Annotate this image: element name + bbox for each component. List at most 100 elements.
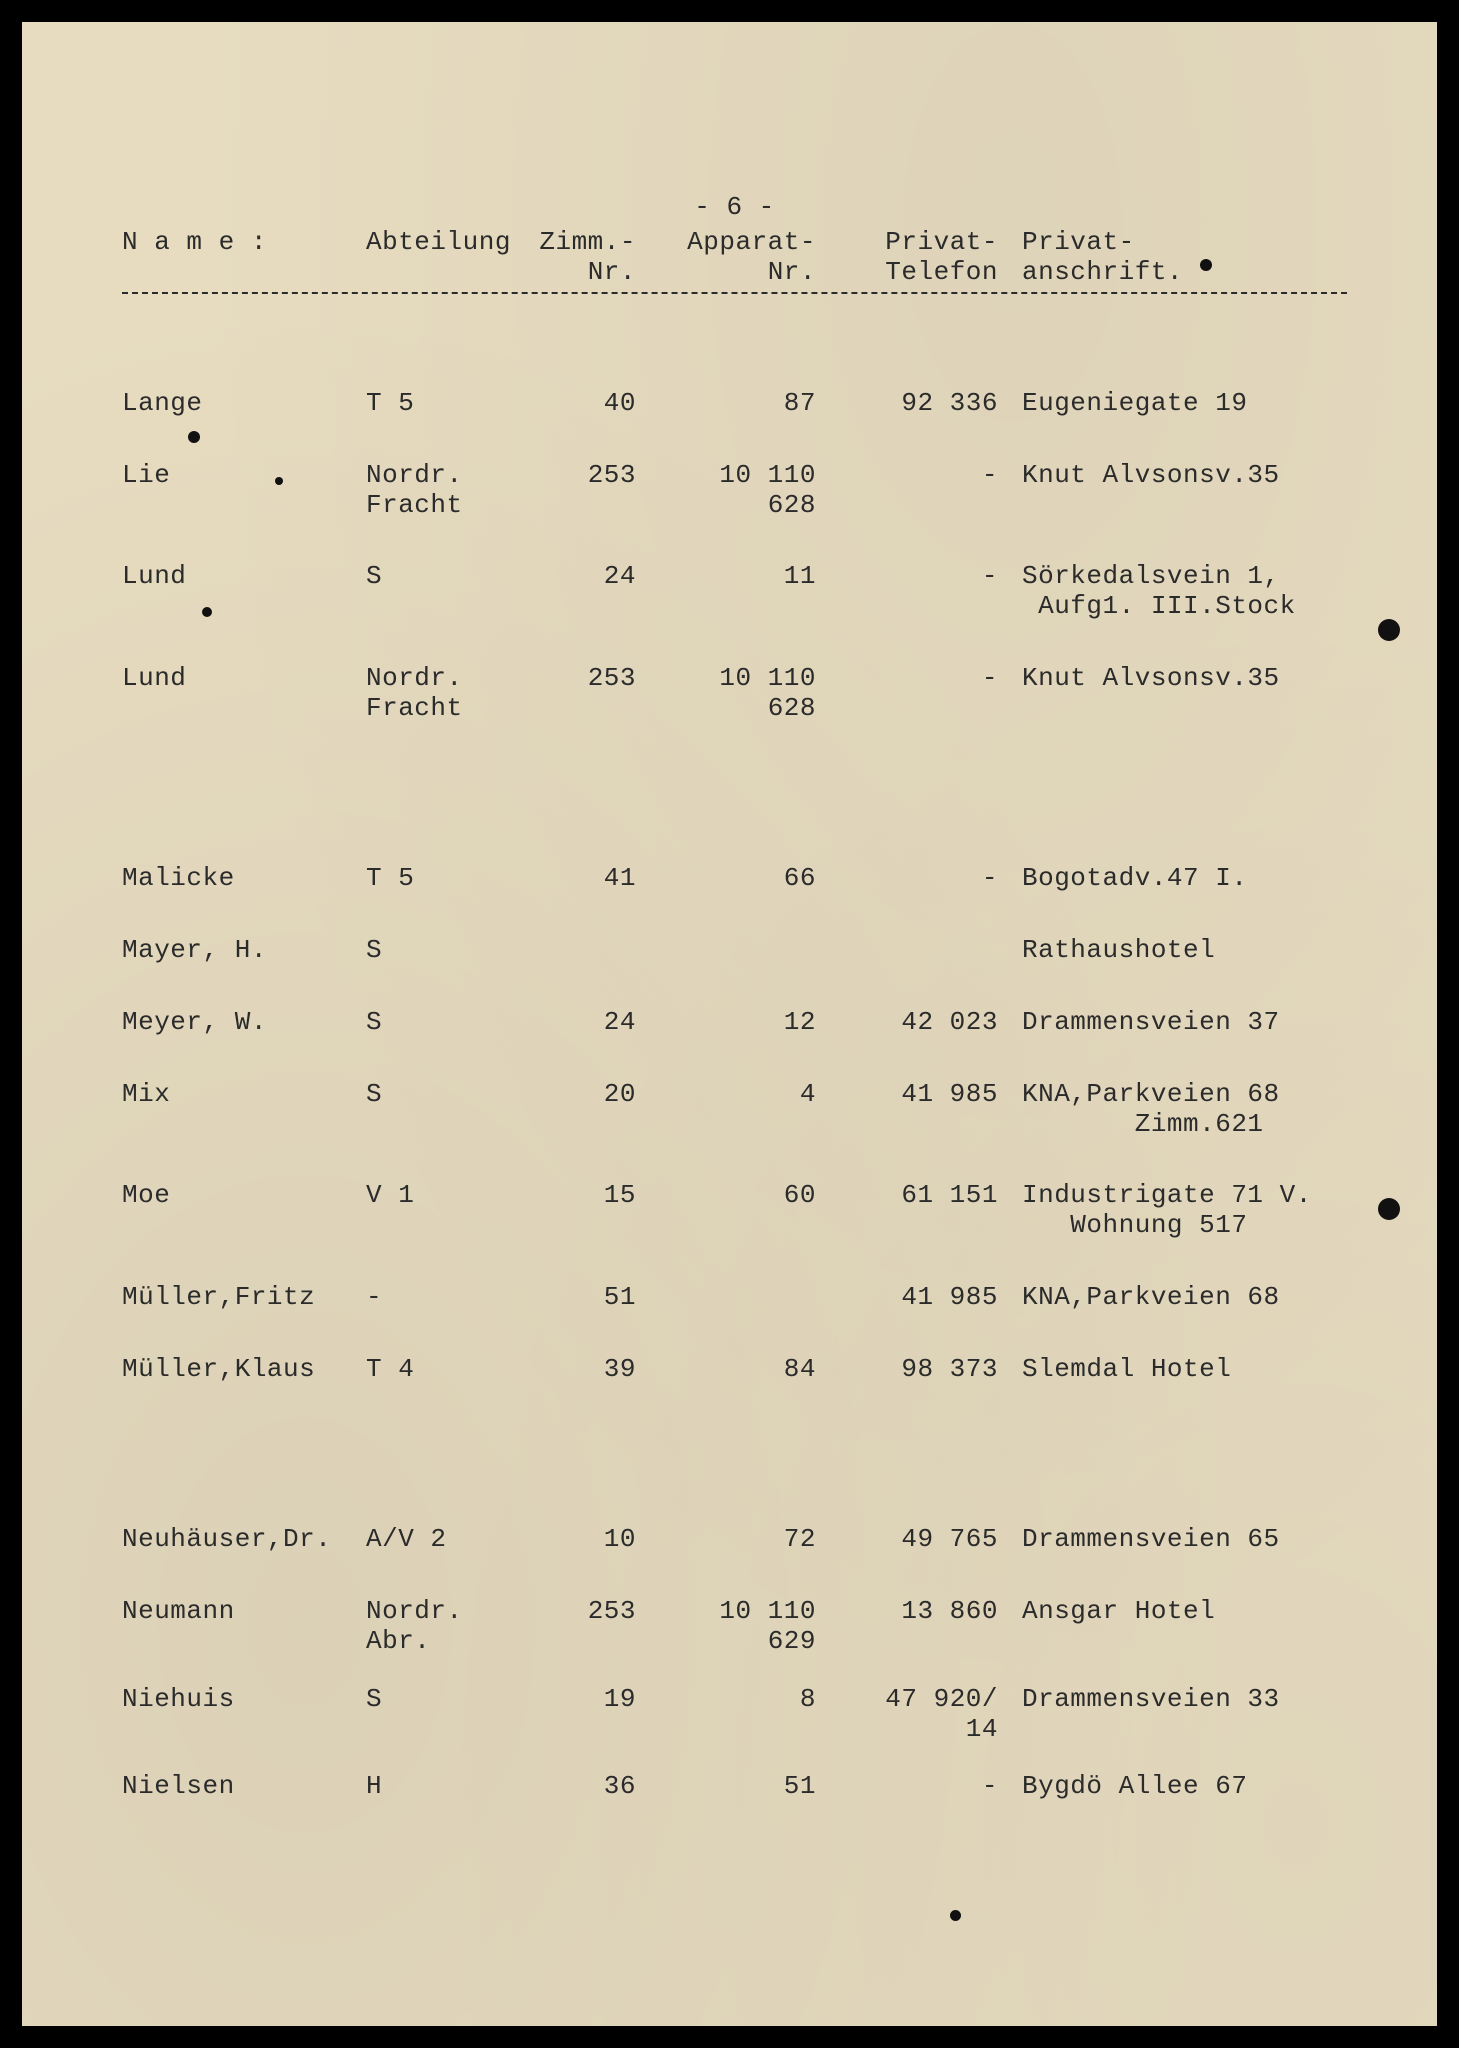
cell-apparat: 84: [674, 1355, 844, 1385]
cell-zimm: 24: [530, 562, 670, 592]
cell-name: Niehuis: [122, 1685, 342, 1715]
cell-apparat: 10 110 628: [674, 461, 844, 521]
cell-telefon: 92 336: [848, 389, 1018, 419]
cell-anschrift: Knut Alvsonsv.35: [1022, 461, 1347, 491]
cell-telefon: -: [848, 664, 1018, 694]
cell-telefon: 49 765: [848, 1525, 1018, 1555]
document-page: - 6 - N a m e : Abteilung Zimm.- Nr. App…: [22, 22, 1437, 2026]
table-row: NeumannNordr. Abr.25310 110 62913 860Ans…: [122, 1597, 1347, 1657]
cell-abteilung: S: [346, 1008, 526, 1038]
cell-zimm: 19: [530, 1685, 670, 1715]
cell-apparat: 72: [674, 1525, 844, 1555]
page-number: - 6 -: [122, 192, 1347, 222]
cell-anschrift: Eugeniegate 19: [1022, 389, 1347, 419]
cell-name: Lund: [122, 664, 342, 694]
cell-zimm: 253: [530, 461, 670, 491]
cell-zimm: 36: [530, 1772, 670, 1802]
cell-name: Malicke: [122, 864, 342, 894]
cell-abteilung: A/V 2: [346, 1525, 526, 1555]
row-spacer: [122, 520, 1347, 562]
table-row: MoeV 1156061 151Industrigate 71 V. Wohnu…: [122, 1181, 1347, 1241]
cell-anschrift: Industrigate 71 V. Wohnung 517: [1022, 1181, 1347, 1241]
cell-anschrift: KNA,Parkveien 68 Zimm.621: [1022, 1080, 1347, 1140]
cell-zimm: 24: [530, 1008, 670, 1038]
cell-name: Neumann: [122, 1597, 342, 1627]
cell-anschrift: Drammensveien 37: [1022, 1008, 1347, 1038]
cell-name: Lange: [122, 389, 342, 419]
cell-name: Moe: [122, 1181, 342, 1211]
table-row: MixS20441 985KNA,Parkveien 68 Zimm.621: [122, 1080, 1347, 1140]
cell-name: Lie: [122, 461, 342, 491]
cell-zimm: 39: [530, 1355, 670, 1385]
cell-anschrift: KNA,Parkveien 68: [1022, 1283, 1347, 1313]
table-body: LangeT 5408792 336Eugeniegate 19LieNordr…: [122, 389, 1347, 1803]
cell-abteilung: H: [346, 1772, 526, 1802]
row-spacer: [122, 1038, 1347, 1080]
row-spacer: [122, 966, 1347, 1008]
cell-name: Neuhäuser,Dr.: [122, 1525, 342, 1555]
cell-telefon: 42 023: [848, 1008, 1018, 1038]
ink-blot: [202, 607, 212, 617]
cell-telefon: 41 985: [848, 1283, 1018, 1313]
table-row: LangeT 5408792 336Eugeniegate 19: [122, 389, 1347, 419]
row-spacer: [122, 724, 1347, 864]
cell-apparat: 12: [674, 1008, 844, 1038]
cell-name: Lund: [122, 562, 342, 592]
cell-telefon: 13 860: [848, 1597, 1018, 1627]
cell-zimm: 15: [530, 1181, 670, 1211]
scan-frame: - 6 - N a m e : Abteilung Zimm.- Nr. App…: [0, 0, 1459, 2048]
row-spacer: [122, 1313, 1347, 1355]
cell-anschrift: Drammensveien 33: [1022, 1685, 1347, 1715]
cell-anschrift: Ansgar Hotel: [1022, 1597, 1347, 1627]
row-spacer: [122, 622, 1347, 664]
cell-zimm: 10: [530, 1525, 670, 1555]
ink-blot: [275, 477, 283, 485]
cell-zimm: 20: [530, 1080, 670, 1110]
cell-abteilung: S: [346, 936, 526, 966]
cell-apparat: 10 110 628: [674, 664, 844, 724]
cell-apparat: 8: [674, 1685, 844, 1715]
table-row: Mayer, H.SRathaushotel: [122, 936, 1347, 966]
cell-name: Nielsen: [122, 1772, 342, 1802]
col-header-name: N a m e :: [122, 228, 342, 258]
col-header-anschrift: Privat- anschrift.: [1022, 228, 1347, 288]
row-spacer: [122, 894, 1347, 936]
cell-zimm: 253: [530, 1597, 670, 1627]
cell-abteilung: Nordr. Fracht: [346, 664, 526, 724]
cell-zimm: 253: [530, 664, 670, 694]
ink-blot: [1200, 259, 1212, 271]
cell-apparat: 4: [674, 1080, 844, 1110]
col-header-telefon: Privat- Telefon: [848, 228, 1018, 288]
cell-anschrift: Bogotadv.47 I.: [1022, 864, 1347, 894]
cell-zimm: 41: [530, 864, 670, 894]
table-row: Neuhäuser,Dr.A/V 2107249 765Drammensveie…: [122, 1525, 1347, 1555]
cell-telefon: 61 151: [848, 1181, 1018, 1211]
cell-telefon: -: [848, 562, 1018, 592]
cell-abteilung: S: [346, 562, 526, 592]
cell-anschrift: Knut Alvsonsv.35: [1022, 664, 1347, 694]
cell-anschrift: Rathaushotel: [1022, 936, 1347, 966]
cell-anschrift: Sörkedalsvein 1, Aufg1. III.Stock: [1022, 562, 1347, 622]
cell-name: Mix: [122, 1080, 342, 1110]
cell-apparat: 11: [674, 562, 844, 592]
cell-apparat: 60: [674, 1181, 844, 1211]
cell-telefon: -: [848, 864, 1018, 894]
table-row: LundNordr. Fracht25310 110 628-Knut Alvs…: [122, 664, 1347, 724]
cell-apparat: 66: [674, 864, 844, 894]
cell-abteilung: S: [346, 1685, 526, 1715]
cell-zimm: 40: [530, 389, 670, 419]
cell-name: Müller,Klaus: [122, 1355, 342, 1385]
ink-blot: [1378, 1198, 1400, 1220]
col-header-abteilung: Abteilung: [346, 228, 526, 258]
row-spacer: [122, 1744, 1347, 1772]
table-row: Meyer, W.S241242 023Drammensveien 37: [122, 1008, 1347, 1038]
table-row: Müller,Fritz-5141 985KNA,Parkveien 68: [122, 1283, 1347, 1313]
cell-abteilung: V 1: [346, 1181, 526, 1211]
cell-apparat: 87: [674, 389, 844, 419]
table-row: Müller,KlausT 4398498 373Slemdal Hotel: [122, 1355, 1347, 1385]
cell-abteilung: S: [346, 1080, 526, 1110]
row-spacer: [122, 1241, 1347, 1283]
cell-abteilung: Nordr. Abr.: [346, 1597, 526, 1657]
cell-abteilung: Nordr. Fracht: [346, 461, 526, 521]
cell-zimm: 51: [530, 1283, 670, 1313]
